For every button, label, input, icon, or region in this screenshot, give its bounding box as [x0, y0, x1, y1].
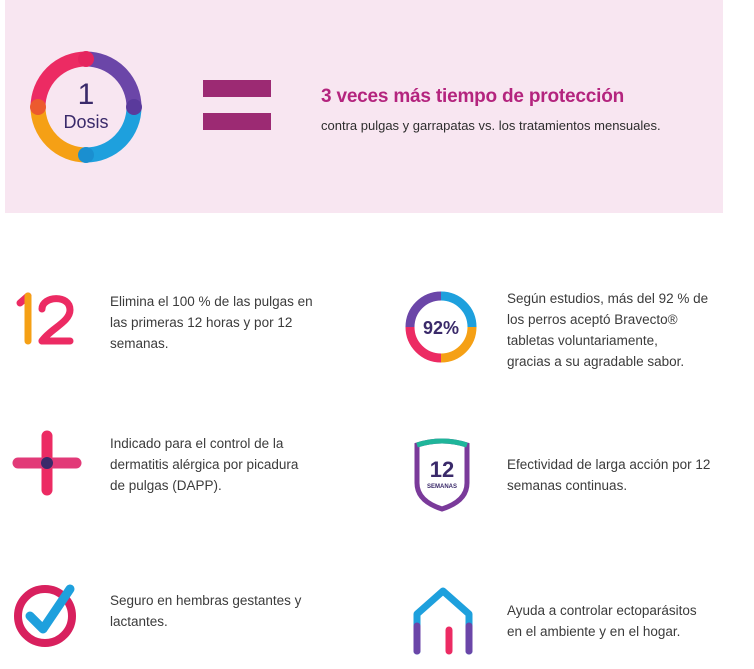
feature-acceptance: 92% Según estudios, más del 92 % de los … — [404, 288, 734, 378]
feature-line: lactantes. — [110, 614, 168, 629]
feature-line: Efectividad de larga acción por 12 — [507, 457, 711, 472]
shield-number: 12 — [430, 457, 454, 482]
feature-safe: Seguro en hembras gestantes y lactantes. — [12, 579, 342, 649]
feature-line: semanas continuas. — [507, 478, 628, 493]
percent-value: 92% — [423, 318, 459, 338]
dose-ring-icon: 1 Dosis — [30, 51, 142, 163]
hero-title: 3 veces más tiempo de protección — [321, 86, 624, 107]
feature-line: en el ambiente y en el hogar. — [507, 624, 681, 639]
dose-label: Dosis — [63, 112, 108, 132]
checkmark-circle-icon — [14, 584, 76, 647]
feature-line: Según estudios, más del 92 % de — [507, 291, 709, 306]
hero-banner: 1 Dosis 3 veces más tiempo de protección… — [5, 0, 723, 213]
feature-line: tabletas voluntariamente, — [507, 333, 658, 348]
hero-subtitle: contra pulgas y garrapatas vs. los trata… — [321, 118, 661, 133]
equals-icon — [203, 80, 271, 130]
feature-line: las primeras 12 horas y por 12 — [110, 315, 293, 330]
shield-12-weeks-icon: 12 SEMANAS — [414, 438, 470, 512]
feature-line: Indicado para el control de la — [110, 436, 284, 451]
feature-line: semanas. — [110, 336, 169, 351]
medical-cross-icon — [12, 430, 82, 496]
feature-line: Seguro en hembras gestantes y — [110, 593, 302, 608]
percent-ring-icon: 92% — [405, 291, 477, 363]
shield-label: SEMANAS — [427, 484, 457, 490]
feature-home: Ayuda a controlar ectoparásitos en el am… — [412, 586, 737, 658]
feature-line: Ayuda a controlar ectoparásitos — [507, 603, 697, 618]
feature-line: Elimina el 100 % de las pulgas en — [110, 294, 313, 309]
feature-fleas-12h: Elimina el 100 % de las pulgas en las pr… — [14, 291, 344, 359]
feature-dapp: Indicado para el control de la dermatiti… — [12, 430, 347, 496]
number-12-icon — [16, 292, 74, 345]
feature-line: gracias a su agradable sabor. — [507, 354, 685, 369]
dose-number: 1 — [78, 78, 95, 111]
feature-line: de pulgas (DAPP). — [110, 478, 222, 493]
feature-long-action: 12 SEMANAS Efectividad de larga acción p… — [412, 437, 737, 513]
feature-line: los perros aceptó Bravecto® — [507, 312, 678, 327]
feature-line: dermatitis alérgica por picadura — [110, 457, 299, 472]
house-icon — [413, 587, 473, 655]
